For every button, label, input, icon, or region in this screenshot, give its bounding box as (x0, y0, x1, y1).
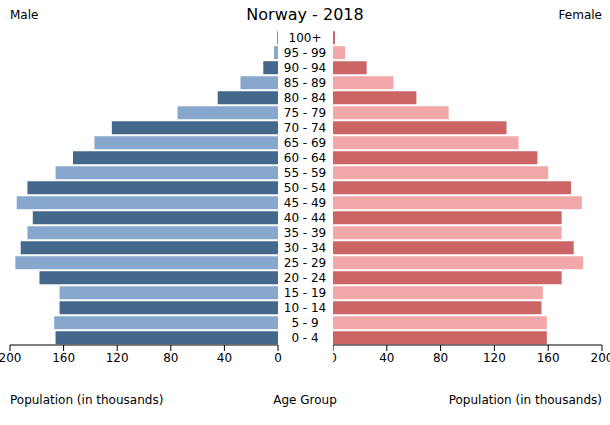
svg-text:35 - 39: 35 - 39 (284, 226, 327, 240)
svg-text:25 - 29: 25 - 29 (284, 256, 327, 270)
svg-text:5 - 9: 5 - 9 (291, 316, 318, 330)
svg-text:30 - 34: 30 - 34 (284, 241, 327, 255)
svg-text:75 - 79: 75 - 79 (284, 106, 327, 120)
svg-text:160: 160 (537, 351, 560, 365)
svg-text:0: 0 (333, 351, 337, 365)
svg-text:40 - 44: 40 - 44 (284, 211, 327, 225)
svg-text:65 - 69: 65 - 69 (284, 136, 327, 150)
html-text:Population (in thousands): Population (in thousands) (448, 393, 602, 407)
svg-text:80 - 84: 80 - 84 (284, 91, 327, 105)
svg-text:100+: 100+ (289, 31, 322, 45)
html-text:Age Group: Age Group (273, 393, 337, 407)
svg-text:200: 200 (8, 351, 21, 365)
svg-text:0: 0 (274, 351, 282, 365)
svg-text:20 - 24: 20 - 24 (284, 271, 327, 285)
html-text:Population (in thousands): Population (in thousands) (10, 393, 164, 407)
svg-text:80: 80 (163, 351, 178, 365)
svg-text:200: 200 (591, 351, 602, 365)
svg-text:85 - 89: 85 - 89 (284, 76, 327, 90)
svg-text:15 - 19: 15 - 19 (284, 286, 327, 300)
html-text:Norway - 2018: Norway - 2018 (246, 5, 364, 24)
svg-text:120: 120 (106, 351, 129, 365)
svg-text:50 - 54: 50 - 54 (284, 181, 327, 195)
svg-text:160: 160 (52, 351, 75, 365)
svg-text:45 - 49: 45 - 49 (284, 196, 327, 210)
svg-text:95 - 99: 95 - 99 (284, 46, 327, 60)
svg-text:80: 80 (433, 351, 448, 365)
svg-text:90 - 94: 90 - 94 (284, 61, 327, 75)
svg-text:55 - 59: 55 - 59 (284, 166, 327, 180)
html-text:Male: Male (10, 8, 39, 22)
svg-text:60 - 64: 60 - 64 (284, 151, 327, 165)
svg-text:70 - 74: 70 - 74 (284, 121, 327, 135)
svg-text:40: 40 (217, 351, 232, 365)
svg-text:40: 40 (379, 351, 394, 365)
svg-text:0 - 4: 0 - 4 (291, 331, 318, 345)
html-text:Female: Female (558, 8, 602, 22)
svg-text:120: 120 (483, 351, 506, 365)
svg-text:10 - 14: 10 - 14 (284, 301, 327, 315)
